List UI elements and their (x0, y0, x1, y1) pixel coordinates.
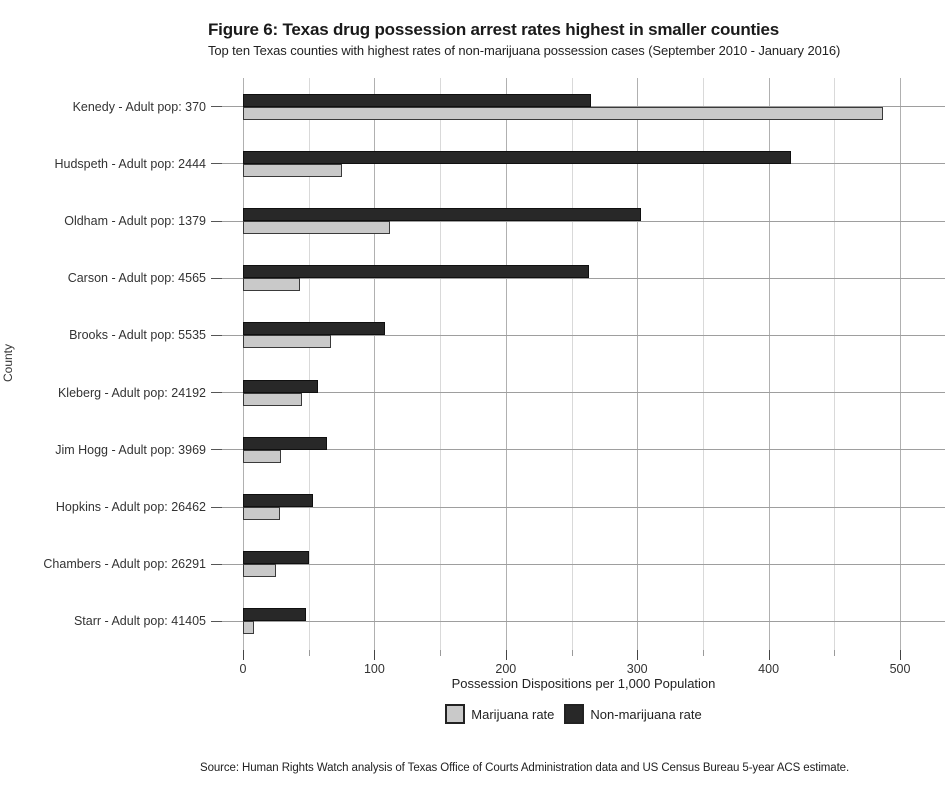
y-axis-labels: Kenedy - Adult pop: 370 Hudspeth - Adult … (0, 78, 206, 650)
x-tick-label: 500 (889, 662, 911, 676)
row-gridline (222, 334, 945, 336)
chart-legend: Marijuana rate Non-marijuana rate (222, 704, 925, 724)
minor-gridline (440, 78, 442, 650)
bar-non-marijuana (243, 150, 791, 164)
bar-marijuana (243, 106, 883, 120)
legend-swatch-non-marijuana-icon (564, 704, 585, 724)
county-label: Jim Hogg - Adult pop: 3969 (55, 442, 206, 457)
legend-swatch-marijuana-icon (445, 704, 466, 724)
minor-gridline (308, 78, 310, 650)
x-axis-ticks: 0 100 200 300 400 500 (222, 650, 945, 680)
county-label: Hopkins - Adult pop: 26462 (55, 500, 206, 514)
county-label: Kenedy - Adult pop: 370 (72, 99, 206, 114)
y-tick (211, 449, 222, 451)
y-tick (211, 563, 222, 565)
bar-non-marijuana (243, 436, 328, 450)
bar-marijuana (243, 278, 300, 292)
bar-marijuana (243, 621, 254, 635)
bar-marijuana (243, 221, 391, 234)
bar-non-marijuana (243, 608, 307, 622)
x-tick-minor (440, 650, 442, 656)
title-block: Figure 6: Texas drug possession arrest r… (208, 20, 840, 58)
bar-non-marijuana (243, 208, 642, 221)
legend-label-non-marijuana: Non-marijuana rate (590, 706, 702, 722)
county-label: Carson - Adult pop: 4565 (67, 271, 206, 286)
county-label: Chambers - Adult pop: 26291 (43, 557, 206, 572)
y-tick (211, 334, 222, 336)
row-gridline (222, 449, 945, 451)
bar-non-marijuana (243, 322, 385, 336)
x-tick-label: 200 (495, 662, 517, 676)
x-tick-minor (308, 650, 310, 656)
y-tick (211, 277, 222, 279)
y-tick (211, 163, 222, 165)
row-gridline (222, 163, 945, 165)
legend-label-marijuana: Marijuana rate (471, 706, 555, 722)
x-tick-major (374, 650, 376, 660)
x-tick-major (505, 650, 507, 660)
bar-marijuana (243, 392, 303, 406)
row-gridline (222, 563, 945, 565)
y-tick (211, 392, 222, 394)
bar-non-marijuana (243, 379, 318, 393)
x-tick-major (900, 650, 901, 660)
county-label: Hudspeth - Adult pop: 2444 (54, 156, 206, 171)
bar-marijuana (243, 507, 280, 520)
row-gridline (222, 506, 945, 508)
y-axis-ticks (211, 78, 222, 650)
plot-panel (222, 78, 945, 650)
x-tick-major (637, 650, 639, 660)
x-tick-label: 400 (758, 662, 780, 676)
x-tick-major (768, 650, 770, 660)
legend-item-marijuana: Marijuana rate (445, 704, 554, 724)
x-axis-title: Possession Dispositions per 1,000 Popula… (451, 676, 716, 691)
bar-marijuana (243, 449, 282, 463)
source-note: Source: Human Rights Watch analysis of T… (200, 762, 850, 774)
bar-marijuana (243, 564, 276, 578)
chart-title: Figure 6: Texas drug possession arrest r… (208, 20, 780, 39)
x-tick-minor (571, 650, 573, 656)
county-label: Kleberg - Adult pop: 24192 (57, 385, 206, 400)
legend-item-non-marijuana: Non-marijuana rate (564, 704, 702, 724)
row-gridline (222, 220, 945, 222)
chart-subtitle: Top ten Texas counties with highest rate… (208, 43, 841, 59)
x-tick-label: 100 (363, 662, 385, 676)
minor-gridline (571, 78, 573, 650)
bar-non-marijuana (243, 551, 309, 565)
major-gridline (637, 78, 639, 650)
bar-non-marijuana (243, 265, 589, 279)
row-gridline (222, 620, 945, 622)
row-gridline (222, 277, 945, 279)
bar-non-marijuana (243, 93, 592, 107)
x-tick-label: 300 (626, 662, 648, 676)
county-label: Oldham - Adult pop: 1379 (64, 214, 206, 228)
bar-non-marijuana (243, 494, 313, 507)
bar-marijuana (243, 335, 332, 349)
county-label: Starr - Adult pop: 41405 (73, 614, 206, 629)
major-gridline (243, 78, 244, 650)
major-gridline (374, 78, 376, 650)
major-gridline (505, 78, 507, 650)
bar-marijuana (243, 163, 342, 177)
y-tick (211, 506, 222, 508)
y-tick (211, 106, 222, 108)
major-gridline (900, 78, 901, 650)
x-tick-label: 0 (239, 662, 247, 676)
x-tick-major (243, 650, 244, 660)
row-gridline (222, 392, 945, 394)
major-gridline (768, 78, 770, 650)
y-tick (211, 220, 222, 222)
county-label: Brooks - Adult pop: 5535 (69, 328, 206, 343)
minor-gridline (702, 78, 704, 650)
x-tick-minor (834, 650, 836, 656)
x-tick-minor (702, 650, 704, 656)
minor-gridline (834, 78, 836, 650)
y-tick (211, 620, 222, 622)
